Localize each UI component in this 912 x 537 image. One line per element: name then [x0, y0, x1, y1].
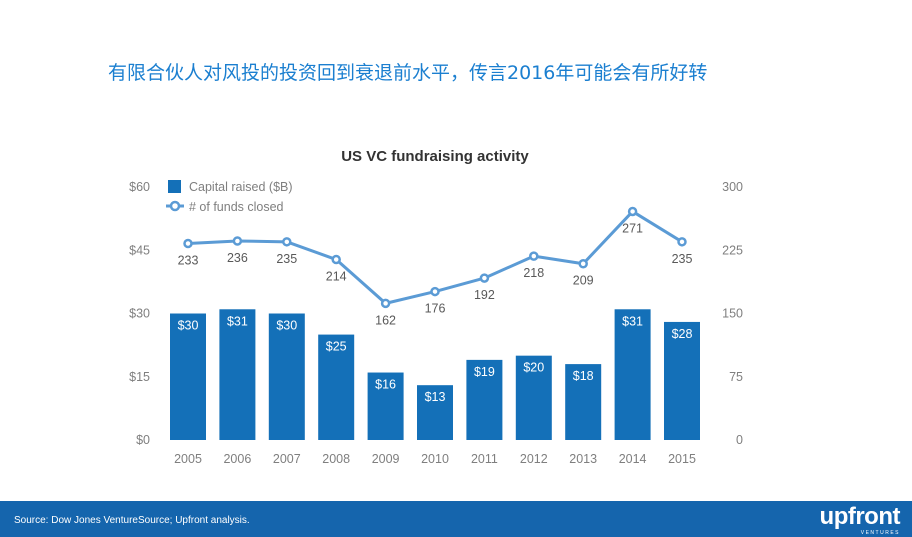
footer: Source: Dow Jones VentureSource; Upfront… [0, 501, 912, 537]
line-data-label: 218 [523, 266, 544, 280]
line-data-label: 192 [474, 288, 495, 302]
line-data-label: 209 [573, 274, 594, 288]
y-left-tick-label: $15 [129, 370, 150, 384]
bar [565, 364, 602, 440]
bar-data-label: $30 [178, 319, 199, 333]
y-right-tick-label: 300 [722, 180, 743, 194]
line-series: 233 236 235 214 162 176 192 218 209 271 235 [178, 206, 693, 327]
bar [614, 309, 651, 440]
y-right-tick-label: 75 [729, 370, 743, 384]
x-tick-label: 2006 [223, 452, 251, 466]
line-point [578, 258, 588, 269]
right-axis: 0 75 150 225 300 [722, 180, 743, 447]
bar [170, 313, 206, 440]
bar [515, 355, 552, 440]
line-point [430, 286, 440, 297]
legend-line-marker [169, 200, 181, 212]
x-tick-label: 2009 [372, 452, 400, 466]
legend-bar-swatch [168, 180, 181, 193]
source-note: Source: Dow Jones VentureSource; Upfront… [14, 515, 250, 526]
line-data-label: 214 [326, 270, 347, 284]
line-point [183, 238, 193, 249]
y-left-tick-label: $60 [129, 180, 150, 194]
legend-bar-label: Capital raised ($B) [189, 180, 293, 194]
line-point [282, 237, 292, 247]
line-point [677, 237, 687, 247]
bar-data-label: $25 [326, 340, 347, 354]
bar-series [170, 309, 700, 440]
line-data-label: 236 [227, 251, 248, 265]
line-point [232, 236, 243, 246]
line-data-label: 271 [622, 221, 643, 235]
line-data-label: 235 [276, 252, 297, 266]
bar [466, 359, 503, 440]
bar-data-label: $31 [227, 314, 248, 328]
x-tick-label: 2005 [174, 452, 202, 466]
x-tick-label: 2013 [569, 452, 597, 466]
line-point [529, 251, 539, 261]
bar-data-label: $16 [375, 378, 396, 392]
bar [367, 372, 404, 440]
bar-data-label: $18 [573, 369, 594, 383]
y-left-tick-label: $45 [129, 243, 150, 257]
line-point [627, 206, 638, 217]
legend-line-label: # of funds closed [189, 200, 284, 214]
bar-data-label: $31 [622, 314, 643, 328]
bar-data-label: $28 [672, 327, 693, 341]
x-tick-label: 2011 [471, 452, 498, 466]
x-tick-label: 2012 [520, 452, 548, 466]
y-right-tick-label: 150 [722, 307, 743, 321]
bar [318, 334, 355, 440]
upfront-logo: upfront VENTURES [819, 503, 901, 537]
chart-title: US VC fundraising activity [341, 148, 529, 165]
line-point [380, 298, 391, 309]
line-data-label: 176 [425, 302, 446, 316]
line-point [331, 254, 341, 265]
bar-data-label: $20 [523, 361, 544, 375]
line-point [479, 273, 490, 283]
y-left-tick-label: $30 [129, 307, 150, 321]
bar [219, 309, 256, 440]
bar-labels: $30 $31 $30 $25 $16 $13 $19 $20 $18 $31 $28 [178, 314, 693, 404]
logo-wordmark: upfront [819, 503, 901, 530]
bar [417, 385, 453, 440]
line-data-label: 235 [672, 252, 693, 266]
x-tick-label: 2008 [322, 452, 350, 466]
bar-data-label: $13 [425, 390, 446, 404]
x-axis: 2005 2006 2007 2008 2009 2010 2011 2012 2013 2014… [174, 452, 696, 466]
logo-subtext: VENTURES [860, 530, 900, 536]
x-tick-label: 2014 [619, 452, 647, 466]
x-tick-label: 2007 [273, 452, 301, 466]
line-data-label: 233 [178, 254, 199, 268]
line-data-label: 162 [375, 313, 396, 327]
x-tick-label: 2015 [668, 452, 696, 466]
bar-data-label: $30 [276, 319, 297, 333]
y-right-tick-label: 225 [722, 243, 743, 257]
y-left-tick-label: $0 [136, 433, 150, 447]
legend: Capital raised ($B) # of funds closed [166, 180, 293, 214]
headline: 有限合伙人对风投的投资回到衰退前水平，传言2016年可能会有所好转 [108, 62, 708, 84]
bar [268, 313, 305, 440]
bar-data-label: $19 [474, 365, 495, 379]
left-axis: $0 $15 $30 $45 $60 [129, 180, 150, 447]
chart: US VC fundraising activity $0 $15 $30 $45 $6… [129, 148, 743, 466]
bar [664, 321, 700, 440]
y-right-tick-label: 0 [736, 433, 743, 447]
x-tick-label: 2010 [421, 452, 449, 466]
